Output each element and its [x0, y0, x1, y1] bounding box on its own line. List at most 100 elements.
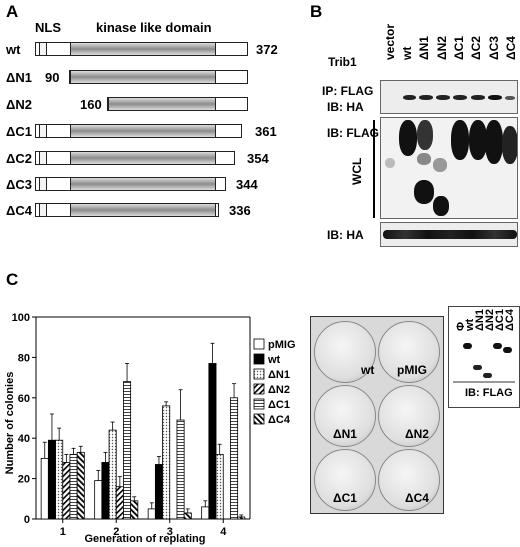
- bar: [76, 451, 85, 520]
- construct-row-dc1: ΔC1 361: [0, 124, 280, 140]
- lane-label: vector: [383, 23, 397, 60]
- legend-swatches: pMIG wt ΔN1 ΔN2 ΔC1 ΔC4: [253, 338, 296, 426]
- lane-label: ΔC1: [452, 36, 466, 60]
- construct-row-wt: wt 372: [0, 42, 280, 58]
- kinase-domain: [70, 42, 216, 56]
- nls-segment: [39, 124, 47, 138]
- nls-segment: [39, 203, 47, 217]
- plate: [378, 385, 440, 447]
- x-tick-label: 4: [220, 526, 227, 538]
- inset-band: [473, 365, 482, 370]
- construct-row-dc3: ΔC3 344: [0, 177, 280, 193]
- construct-end: 354: [247, 151, 269, 166]
- legend-label: ΔC1: [268, 399, 290, 411]
- plate-label: pMIG: [397, 363, 427, 377]
- lane-label: ΔN2: [435, 36, 449, 60]
- lane-label: ΔN1: [417, 36, 431, 60]
- y-tick-label: 100: [12, 312, 30, 324]
- nls-segment: [39, 151, 47, 165]
- construct-row-dn1: ΔN1 90: [0, 70, 280, 86]
- bar: [201, 506, 210, 520]
- bar: [208, 363, 217, 520]
- construct-name: ΔN2: [6, 97, 32, 112]
- panel-b-letter: B: [310, 2, 323, 21]
- bar: [108, 429, 117, 520]
- inset-band: [463, 343, 472, 349]
- colony-chart: 0 20 40 60 80 100 1 2 3 4 Number of colonies Gene…: [4, 312, 251, 545]
- legend-swatch: [253, 368, 265, 380]
- legend-label: pMIG: [268, 339, 296, 351]
- plate-label: ΔC1: [333, 491, 357, 505]
- legend-label: wt: [267, 354, 281, 366]
- lane-label: ΔC4: [504, 36, 518, 60]
- bar: [123, 381, 132, 520]
- lane-label: ΔC3: [487, 36, 501, 60]
- inset-blot-frame: Φ wt ΔN1 ΔN2 ΔC1 ΔC4 IB: FLAG: [448, 306, 520, 408]
- construct-name: ΔC3: [6, 177, 32, 192]
- kinase-domain: [70, 70, 216, 84]
- construct-name: ΔC1: [6, 124, 32, 139]
- construct-row-dn2: ΔN2 160: [0, 97, 280, 113]
- construct-name: ΔC4: [6, 203, 32, 218]
- kinase-domain: [70, 203, 216, 217]
- construct-end: 372: [256, 42, 278, 57]
- plate: [314, 321, 376, 383]
- plate: [314, 449, 376, 511]
- ib-flag-label: IB: FLAG: [327, 126, 379, 140]
- x-tick-label: 2: [113, 526, 119, 538]
- wcl-flag-blot: [380, 117, 518, 219]
- bar: [94, 480, 103, 520]
- kinase-domain: [108, 97, 216, 111]
- nls-segment: [39, 177, 47, 191]
- inset-band: [503, 347, 512, 353]
- bar: [176, 419, 185, 520]
- nls-segment: [39, 42, 47, 56]
- bar: [40, 457, 49, 520]
- legend-swatch: [253, 383, 265, 395]
- plates-photo: wt pMIG ΔN1 ΔN2 ΔC1 ΔC4: [310, 316, 444, 514]
- bar: [115, 486, 124, 520]
- panel-a-letter: A: [6, 2, 19, 21]
- ip-flag-label: IP: FLAG: [322, 84, 374, 98]
- legend-swatch: [253, 353, 265, 365]
- construct-name: ΔC2: [6, 151, 32, 166]
- bar: [101, 462, 110, 520]
- kinase-domain: [70, 177, 216, 191]
- construct-row-dc2: ΔC2 354: [0, 151, 280, 167]
- legend-swatch: [253, 398, 265, 410]
- y-axis-label: Number of colonies: [4, 372, 16, 475]
- wcl-bracket: [373, 120, 375, 218]
- nls-label: NLS: [35, 20, 61, 35]
- lane-label: wt: [400, 46, 414, 60]
- ib-ha-blot: [380, 222, 518, 247]
- inset-lane-label: ΔC4: [504, 309, 516, 331]
- inset-band: [493, 343, 502, 349]
- plate-label: ΔC4: [405, 491, 429, 505]
- bar: [183, 512, 192, 520]
- bar: [154, 464, 163, 520]
- construct-end: 361: [255, 124, 277, 139]
- construct-end: 344: [236, 177, 258, 192]
- y-tick-label: 40: [18, 433, 30, 445]
- legend-label: ΔN2: [268, 384, 290, 396]
- construct-start: 160: [80, 97, 102, 112]
- y-tick-label: 60: [18, 393, 30, 405]
- inset-loading-band: [453, 381, 515, 383]
- x-axis-label: Generation of replating: [84, 533, 205, 545]
- panel-c-letter: C: [6, 270, 19, 289]
- bar: [69, 453, 78, 520]
- plate: [378, 321, 440, 383]
- chart-plot-area: 0 20 40 60 80 100 1 2 3 4: [12, 312, 251, 538]
- y-tick-label: 20: [18, 474, 30, 486]
- bar: [237, 516, 246, 520]
- plate: [378, 449, 440, 511]
- construct-name: wt: [6, 42, 21, 57]
- ib-ha-bottom-label: IB: HA: [327, 228, 364, 242]
- plate-label: wt: [361, 363, 375, 377]
- chart-legend: pMIG wt ΔN1 ΔN2 ΔC1 ΔC4: [253, 337, 313, 442]
- y-tick-label: 0: [24, 514, 30, 526]
- kinase-domain-label: kinase like domain: [96, 20, 212, 35]
- x-tick-label: 3: [167, 526, 173, 538]
- construct-row-dc4: ΔC4 336: [0, 203, 280, 219]
- construct-end: 336: [229, 203, 251, 218]
